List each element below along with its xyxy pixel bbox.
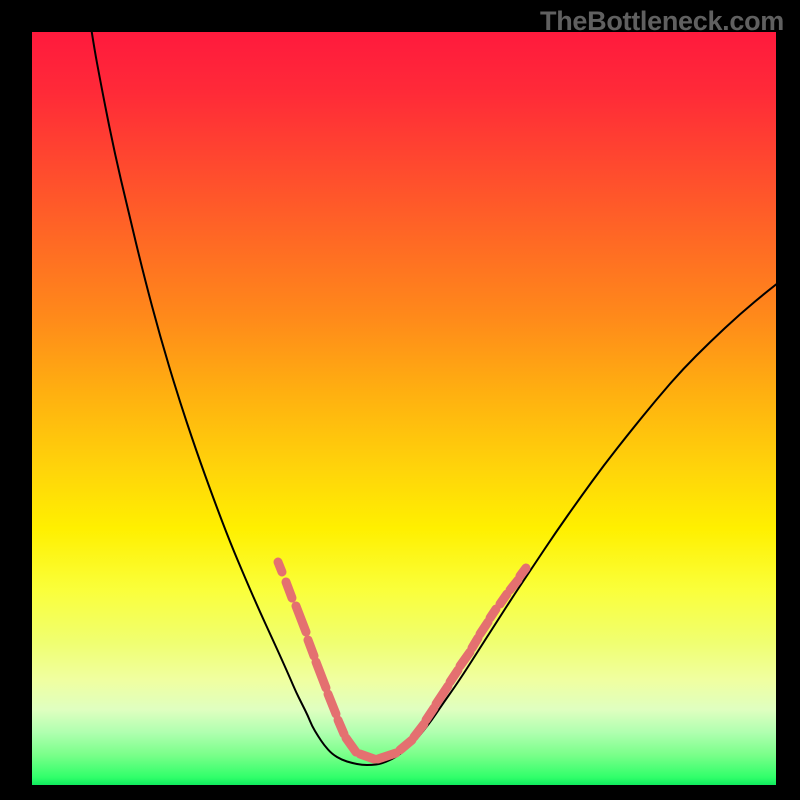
watermark-text: TheBottleneck.com [540,6,784,37]
plot-gradient-background [32,32,776,785]
chart-container: TheBottleneck.com [0,0,800,800]
